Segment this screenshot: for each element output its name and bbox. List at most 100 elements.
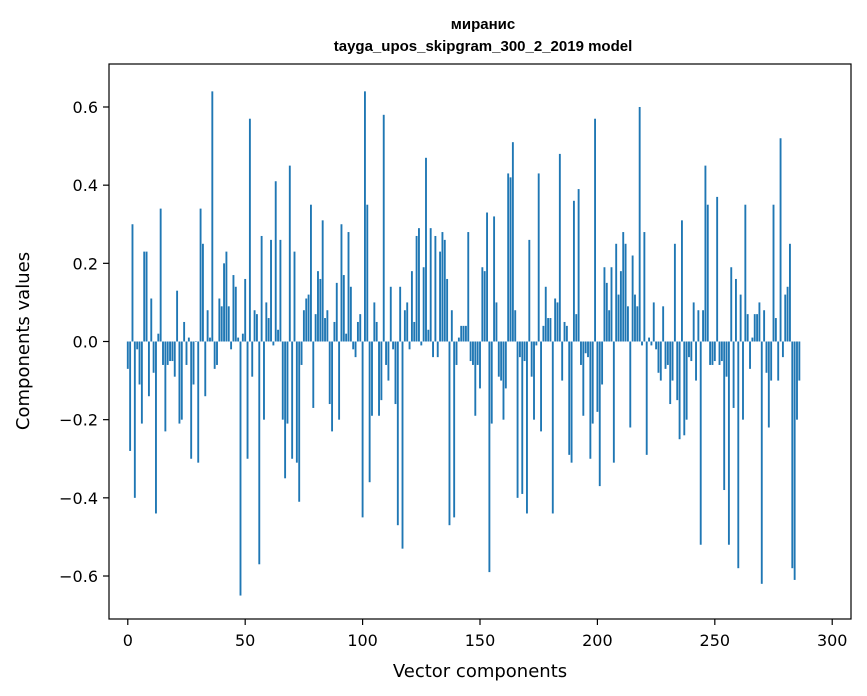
- bar: [133, 341, 136, 498]
- bar: [774, 318, 777, 342]
- bar: [744, 204, 747, 342]
- bar: [676, 341, 679, 401]
- bar: [310, 204, 312, 342]
- bar: [497, 341, 500, 377]
- bar: [408, 341, 411, 350]
- bar: [554, 298, 557, 342]
- bar: [605, 282, 608, 342]
- bar: [709, 341, 712, 365]
- bar: [770, 341, 773, 381]
- bar: [439, 251, 442, 342]
- bar: [575, 314, 578, 342]
- bar: [166, 341, 169, 365]
- bar: [603, 267, 606, 342]
- bar: [558, 153, 561, 342]
- bar: [279, 239, 282, 342]
- bar: [460, 325, 463, 342]
- bar: [758, 302, 761, 342]
- x-tick-label: 200: [582, 631, 613, 650]
- bar: [349, 286, 352, 342]
- bar: [638, 106, 641, 342]
- bar: [302, 310, 305, 342]
- bar: [260, 235, 263, 342]
- bar: [457, 337, 460, 342]
- bar: [580, 341, 582, 365]
- bar: [415, 235, 418, 342]
- bar: [241, 333, 244, 342]
- bar: [328, 341, 331, 405]
- y-axis: −0.6 −0.4 −0.2 0.0 0.2 0.4 0.6: [59, 98, 109, 586]
- bar: [735, 278, 737, 342]
- bar: [561, 341, 564, 381]
- bar: [209, 337, 211, 342]
- bar: [180, 341, 183, 420]
- y-tick-label: −0.6: [59, 567, 98, 586]
- bar: [286, 341, 289, 424]
- bar: [389, 286, 392, 342]
- bar: [321, 220, 324, 342]
- bar: [385, 341, 388, 365]
- bar: [213, 341, 216, 369]
- bar: [230, 341, 233, 350]
- bar: [516, 341, 519, 498]
- bar: [420, 341, 423, 346]
- bar: [140, 341, 143, 424]
- bar: [556, 302, 559, 342]
- bar: [331, 341, 334, 432]
- bar: [610, 267, 613, 342]
- bar: [145, 251, 148, 342]
- bar: [765, 341, 768, 373]
- bar: [354, 341, 357, 358]
- bar: [335, 282, 338, 342]
- bar: [396, 341, 399, 526]
- bar: [274, 181, 277, 342]
- bar: [767, 341, 770, 428]
- bar: [706, 204, 709, 342]
- bar: [326, 310, 329, 342]
- bar: [418, 228, 420, 342]
- bar: [425, 157, 427, 342]
- bar: [713, 341, 716, 362]
- bar: [255, 314, 258, 342]
- bar: [307, 294, 310, 342]
- bar: [507, 173, 510, 342]
- bar: [779, 138, 782, 342]
- bar: [253, 310, 256, 342]
- bar: [347, 232, 350, 342]
- bar: [589, 341, 592, 459]
- bar: [596, 341, 599, 412]
- bar: [392, 341, 395, 350]
- bar: [265, 302, 268, 342]
- bar: [131, 224, 134, 342]
- bar: [387, 341, 390, 381]
- bar: [183, 321, 186, 342]
- bar: [612, 341, 615, 463]
- bar: [786, 286, 789, 342]
- chart-title: миранис: [451, 16, 515, 33]
- bar: [753, 314, 756, 342]
- bar: [129, 341, 132, 451]
- bar: [455, 341, 458, 365]
- bar: [666, 341, 669, 365]
- bar: [429, 228, 432, 342]
- bar: [530, 341, 533, 377]
- bar: [427, 329, 430, 342]
- bar: [373, 302, 376, 342]
- bar: [324, 318, 326, 342]
- y-tick-label: −0.2: [59, 411, 98, 430]
- bar: [375, 321, 378, 342]
- bar: [143, 251, 146, 342]
- bar: [772, 204, 775, 342]
- bar: [535, 341, 538, 346]
- bar: [521, 341, 524, 494]
- bar: [570, 341, 573, 463]
- bar: [756, 314, 759, 342]
- bar: [540, 341, 542, 432]
- bar: [218, 298, 221, 342]
- bar: [138, 341, 141, 385]
- bar: [565, 325, 568, 342]
- bar: [500, 341, 503, 381]
- bar: [422, 267, 425, 342]
- bar: [702, 310, 705, 342]
- bar: [239, 341, 242, 596]
